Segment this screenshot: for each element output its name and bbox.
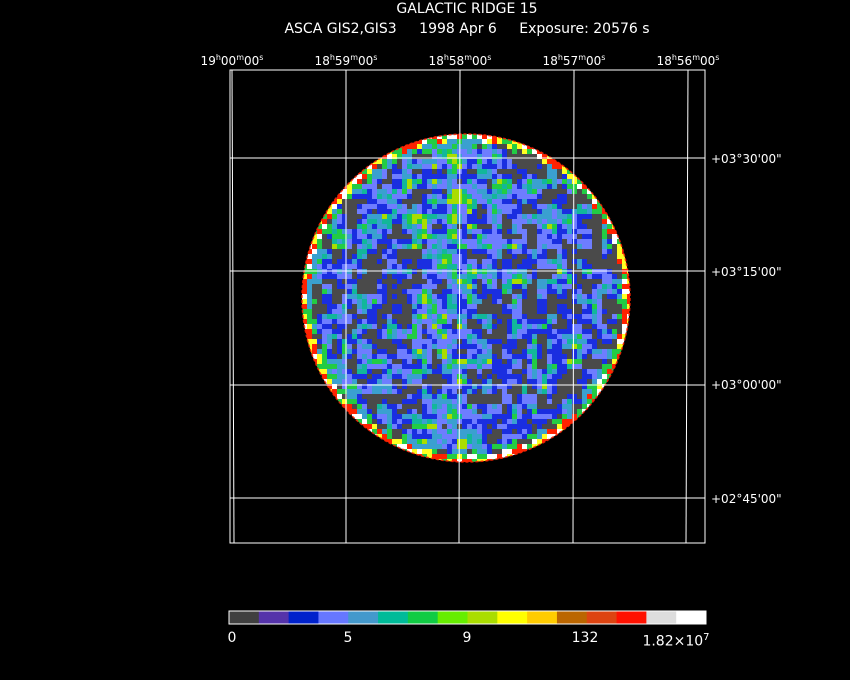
colorbar-swatch (348, 611, 379, 624)
colorbar-frame (228, 610, 707, 625)
dec-label-1: +03°30'00" (711, 152, 782, 166)
ra-label-1: 19h00m00s (200, 53, 264, 68)
count-map (302, 134, 630, 462)
colorbar-tick-0: 0 (227, 630, 237, 646)
colorbar (229, 611, 707, 624)
observation-date: 1998 Apr 6 (419, 21, 497, 37)
colorbar-tick-2: 9 (462, 630, 472, 646)
colorbar-swatch (556, 611, 588, 624)
dec-label-3: +03°00'00" (711, 378, 782, 392)
ra-label-5: 18h56m00s (656, 53, 720, 68)
colorbar-swatch (527, 611, 558, 624)
coordinate-grid (230, 69, 705, 544)
colorbar-tick-4: 1.82×107 (642, 632, 710, 650)
instrument-label: ASCA GIS2,GIS3 (284, 21, 397, 37)
ra-label-2: 18h59m00s (314, 53, 378, 68)
ra-label-3: 18h58m00s (428, 53, 492, 68)
colorbar-swatch (586, 611, 618, 624)
dec-label-2: +03°15'00" (711, 265, 782, 279)
colorbar-swatch (378, 611, 409, 624)
colorbar-swatch (258, 611, 290, 624)
exposure-label: Exposure: 20576 s (519, 21, 650, 37)
observation-info: ASCA GIS2,GIS3 1998 Apr 6 Exposure: 2057… (42, 21, 850, 37)
detector-rim (301, 133, 631, 463)
image-title: GALACTIC RIDGE 15 (396, 1, 538, 17)
colorbar-swatch (407, 611, 439, 624)
colorbar-tick-1: 5 (343, 630, 353, 646)
colorbar-swatch (646, 611, 677, 624)
colorbar-tick-3: 132 (571, 630, 599, 646)
colorbar-swatch (497, 611, 528, 624)
ra-label-4: 18h57m00s (542, 53, 606, 68)
colorbar-swatch (437, 611, 468, 624)
dec-label-4: +02°45'00" (711, 492, 782, 506)
colorbar-swatch (467, 611, 498, 624)
colorbar-swatch (288, 611, 319, 624)
colorbar-swatch (318, 611, 349, 624)
colorbar-swatch (616, 611, 647, 624)
colorbar-swatch (676, 611, 707, 624)
colorbar-swatch (229, 611, 260, 624)
